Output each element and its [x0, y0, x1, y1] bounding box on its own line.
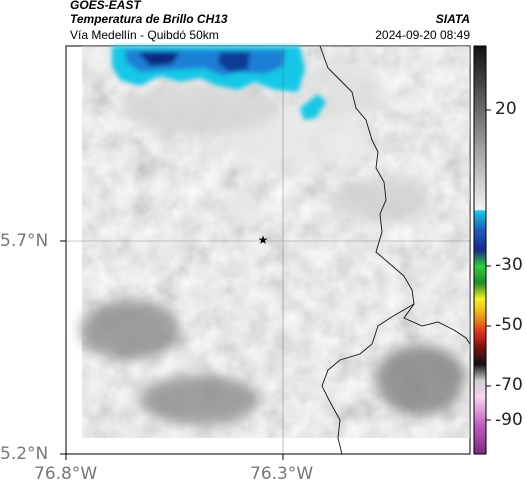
subtitle-route: Vía Medellín - Quibdó 50km	[70, 28, 219, 42]
colorbar-tick-label: -90	[495, 410, 523, 430]
title-product: Temperatura de Brillo CH13	[70, 12, 228, 26]
lon-tick-label: 76.3°W	[250, 464, 314, 484]
title-satellite: GOES-EAST	[70, 0, 141, 12]
colorbar-tick-label: 20	[495, 99, 517, 119]
timestamp-label: 2024-09-20 08:49	[375, 28, 470, 42]
brand-label: SIATA	[435, 12, 470, 26]
colorbar	[473, 45, 491, 455]
colorbar-tick-label: -70	[495, 375, 523, 395]
star-marker: ★	[258, 233, 269, 247]
satellite-imagery	[80, 46, 470, 438]
coastline	[319, 45, 471, 455]
lon-tick-label: 76.8°W	[34, 464, 98, 484]
lat-tick-label: 5.2°N	[0, 444, 49, 464]
graticule	[66, 46, 470, 454]
colorbar-tick-label: -50	[495, 315, 523, 335]
colorbar-tick-label: -30	[495, 255, 523, 275]
lat-tick-label: 5.7°N	[0, 231, 49, 251]
axis-ticks	[60, 240, 284, 460]
